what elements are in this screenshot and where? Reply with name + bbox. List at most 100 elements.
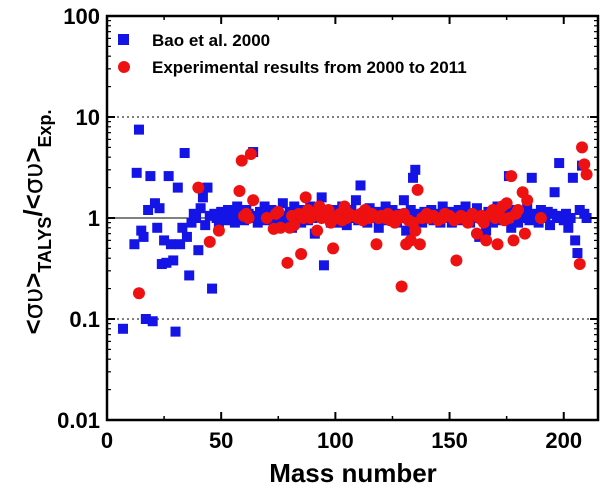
x-tick-label: 200 — [545, 428, 582, 453]
data-point-circle — [521, 194, 534, 207]
data-point-circle — [578, 158, 591, 171]
data-point-square — [181, 231, 192, 242]
data-point-square — [213, 217, 224, 228]
data-point-circle — [212, 224, 225, 237]
data-point-circle — [203, 235, 216, 248]
data-point-circle — [409, 224, 422, 237]
data-point-square — [380, 201, 391, 212]
data-point-square — [341, 220, 352, 231]
x-tick-label: 100 — [317, 428, 354, 453]
data-point-square — [373, 222, 384, 233]
data-point-square — [437, 201, 448, 212]
data-point-square — [145, 171, 156, 182]
y-tick-label: 100 — [63, 4, 100, 29]
data-point-circle — [247, 194, 260, 207]
data-point-circle — [518, 227, 531, 240]
y-tick-label: 0.01 — [57, 408, 100, 433]
data-point-square — [172, 182, 183, 193]
data-point-square — [318, 260, 329, 271]
data-point-square — [154, 203, 165, 214]
data-point-circle — [313, 200, 326, 213]
data-point-circle — [311, 224, 324, 237]
data-point-circle — [260, 212, 273, 224]
data-point-square — [193, 245, 204, 256]
data-point-square — [277, 198, 288, 209]
data-point-circle — [299, 191, 312, 204]
x-tick-label: 50 — [209, 428, 233, 453]
data-point-square — [471, 203, 482, 214]
data-point-circle — [295, 248, 308, 261]
data-point-square — [136, 225, 147, 236]
data-point-square — [232, 201, 243, 212]
data-point-circle — [242, 212, 255, 224]
data-point-square — [565, 213, 576, 223]
data-point-square — [177, 222, 188, 233]
data-point-circle — [580, 168, 593, 181]
data-point-square — [175, 239, 186, 250]
series-2 — [132, 141, 593, 300]
data-point-square — [567, 172, 578, 183]
data-point-circle — [370, 238, 383, 251]
data-point-circle — [534, 212, 547, 224]
data-point-circle — [192, 181, 205, 194]
data-point-square — [563, 222, 574, 233]
y-axis-title: <συ>TALYS/<συ>Exp. — [18, 109, 55, 334]
data-point-circle — [233, 185, 246, 198]
data-point-square — [506, 222, 517, 233]
data-point-square — [259, 201, 270, 212]
data-point-square — [161, 257, 172, 268]
data-point-square — [410, 164, 421, 175]
data-point-circle — [477, 216, 490, 229]
data-point-square — [316, 192, 327, 203]
data-point-square — [558, 215, 569, 226]
data-point-circle — [576, 141, 589, 154]
data-point-square — [133, 124, 144, 135]
data-point-square — [453, 205, 464, 216]
data-point-square — [147, 316, 158, 327]
data-point-circle — [404, 234, 417, 247]
data-point-square — [138, 231, 149, 242]
data-point-square — [117, 323, 128, 334]
data-point-square — [200, 220, 211, 231]
y-tick-label: 10 — [76, 105, 100, 130]
data-point-square — [191, 213, 202, 223]
data-point-square — [197, 192, 208, 203]
data-point-square — [229, 217, 240, 228]
data-point-square — [401, 225, 412, 236]
data-point-circle — [411, 183, 424, 196]
data-point-circle — [450, 254, 463, 267]
data-point-square — [581, 213, 592, 223]
legend-label-bao-2000: Bao et al. 2000 — [152, 31, 270, 50]
data-point-square — [519, 208, 530, 219]
x-tick-label: 0 — [101, 428, 113, 453]
data-point-circle — [395, 280, 408, 293]
data-point-square — [168, 255, 179, 266]
data-point-square — [572, 248, 583, 259]
data-series — [117, 124, 593, 337]
data-point-square — [481, 225, 492, 236]
data-point-square — [140, 314, 151, 324]
x-axis-title: Mass number — [269, 458, 437, 488]
data-point-square — [522, 203, 533, 214]
data-point-circle — [505, 170, 518, 183]
data-point-circle — [288, 219, 301, 232]
data-point-square — [460, 201, 471, 212]
data-point-circle — [272, 205, 285, 218]
legend: Bao et al. 2000 Experimental results fro… — [118, 31, 467, 77]
data-point-circle — [132, 287, 145, 300]
legend-label-experimental: Experimental results from 2000 to 2011 — [152, 58, 467, 77]
data-point-square — [255, 206, 266, 217]
data-point-square — [405, 205, 416, 216]
data-point-square — [549, 187, 560, 198]
data-point-square — [195, 203, 206, 214]
data-point-circle — [573, 258, 586, 271]
y-tick-label: 1 — [88, 206, 100, 231]
data-point-circle — [461, 216, 474, 229]
data-point-square — [165, 239, 176, 250]
data-point-square — [152, 222, 163, 233]
data-point-square — [350, 195, 361, 206]
data-point-square — [207, 283, 218, 294]
data-point-square — [355, 180, 366, 191]
data-point-circle — [491, 238, 504, 251]
